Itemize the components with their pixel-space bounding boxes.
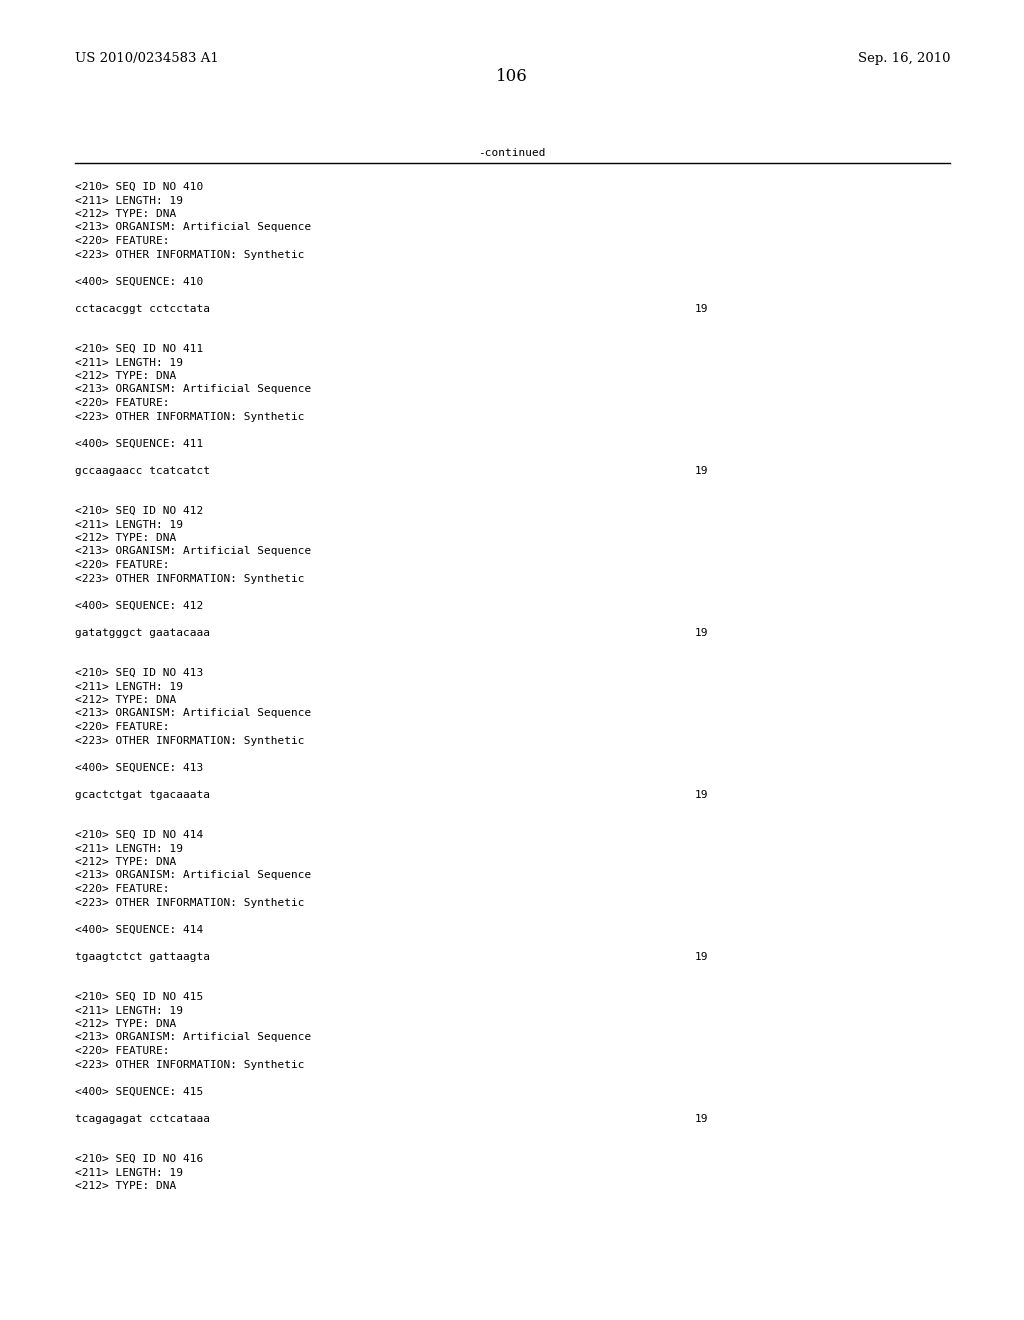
Text: <400> SEQUENCE: 414: <400> SEQUENCE: 414 xyxy=(75,924,203,935)
Text: -continued: -continued xyxy=(478,148,546,158)
Text: <220> FEATURE:: <220> FEATURE: xyxy=(75,236,170,246)
Text: <210> SEQ ID NO 412: <210> SEQ ID NO 412 xyxy=(75,506,203,516)
Text: <212> TYPE: DNA: <212> TYPE: DNA xyxy=(75,209,176,219)
Text: <211> LENGTH: 19: <211> LENGTH: 19 xyxy=(75,195,183,206)
Text: <400> SEQUENCE: 413: <400> SEQUENCE: 413 xyxy=(75,763,203,772)
Text: <212> TYPE: DNA: <212> TYPE: DNA xyxy=(75,1181,176,1191)
Text: 19: 19 xyxy=(695,627,709,638)
Text: <212> TYPE: DNA: <212> TYPE: DNA xyxy=(75,533,176,543)
Text: <220> FEATURE:: <220> FEATURE: xyxy=(75,560,170,570)
Text: 106: 106 xyxy=(496,69,528,84)
Text: <211> LENGTH: 19: <211> LENGTH: 19 xyxy=(75,1167,183,1177)
Text: <212> TYPE: DNA: <212> TYPE: DNA xyxy=(75,1019,176,1030)
Text: <213> ORGANISM: Artificial Sequence: <213> ORGANISM: Artificial Sequence xyxy=(75,546,311,557)
Text: <223> OTHER INFORMATION: Synthetic: <223> OTHER INFORMATION: Synthetic xyxy=(75,249,304,260)
Text: tgaagtctct gattaagta: tgaagtctct gattaagta xyxy=(75,952,210,961)
Text: <210> SEQ ID NO 411: <210> SEQ ID NO 411 xyxy=(75,345,203,354)
Text: <223> OTHER INFORMATION: Synthetic: <223> OTHER INFORMATION: Synthetic xyxy=(75,898,304,908)
Text: <400> SEQUENCE: 415: <400> SEQUENCE: 415 xyxy=(75,1086,203,1097)
Text: cctacacggt cctcctata: cctacacggt cctcctata xyxy=(75,304,210,314)
Text: <220> FEATURE:: <220> FEATURE: xyxy=(75,1045,170,1056)
Text: Sep. 16, 2010: Sep. 16, 2010 xyxy=(857,51,950,65)
Text: <210> SEQ ID NO 416: <210> SEQ ID NO 416 xyxy=(75,1154,203,1164)
Text: <210> SEQ ID NO 415: <210> SEQ ID NO 415 xyxy=(75,993,203,1002)
Text: <211> LENGTH: 19: <211> LENGTH: 19 xyxy=(75,681,183,692)
Text: US 2010/0234583 A1: US 2010/0234583 A1 xyxy=(75,51,219,65)
Text: 19: 19 xyxy=(695,789,709,800)
Text: 19: 19 xyxy=(695,304,709,314)
Text: <211> LENGTH: 19: <211> LENGTH: 19 xyxy=(75,1006,183,1015)
Text: <223> OTHER INFORMATION: Synthetic: <223> OTHER INFORMATION: Synthetic xyxy=(75,1060,304,1069)
Text: <212> TYPE: DNA: <212> TYPE: DNA xyxy=(75,371,176,381)
Text: 19: 19 xyxy=(695,952,709,961)
Text: <223> OTHER INFORMATION: Synthetic: <223> OTHER INFORMATION: Synthetic xyxy=(75,573,304,583)
Text: <211> LENGTH: 19: <211> LENGTH: 19 xyxy=(75,843,183,854)
Text: <212> TYPE: DNA: <212> TYPE: DNA xyxy=(75,696,176,705)
Text: <220> FEATURE:: <220> FEATURE: xyxy=(75,722,170,733)
Text: <210> SEQ ID NO 410: <210> SEQ ID NO 410 xyxy=(75,182,203,191)
Text: <223> OTHER INFORMATION: Synthetic: <223> OTHER INFORMATION: Synthetic xyxy=(75,735,304,746)
Text: <400> SEQUENCE: 412: <400> SEQUENCE: 412 xyxy=(75,601,203,610)
Text: <400> SEQUENCE: 410: <400> SEQUENCE: 410 xyxy=(75,276,203,286)
Text: tcagagagat cctcataaa: tcagagagat cctcataaa xyxy=(75,1114,210,1123)
Text: <213> ORGANISM: Artificial Sequence: <213> ORGANISM: Artificial Sequence xyxy=(75,223,311,232)
Text: gcactctgat tgacaaata: gcactctgat tgacaaata xyxy=(75,789,210,800)
Text: <211> LENGTH: 19: <211> LENGTH: 19 xyxy=(75,358,183,367)
Text: <400> SEQUENCE: 411: <400> SEQUENCE: 411 xyxy=(75,438,203,449)
Text: <212> TYPE: DNA: <212> TYPE: DNA xyxy=(75,857,176,867)
Text: 19: 19 xyxy=(695,466,709,475)
Text: <210> SEQ ID NO 414: <210> SEQ ID NO 414 xyxy=(75,830,203,840)
Text: <220> FEATURE:: <220> FEATURE: xyxy=(75,399,170,408)
Text: <210> SEQ ID NO 413: <210> SEQ ID NO 413 xyxy=(75,668,203,678)
Text: gccaagaacc tcatcatct: gccaagaacc tcatcatct xyxy=(75,466,210,475)
Text: <220> FEATURE:: <220> FEATURE: xyxy=(75,884,170,894)
Text: <213> ORGANISM: Artificial Sequence: <213> ORGANISM: Artificial Sequence xyxy=(75,384,311,395)
Text: <223> OTHER INFORMATION: Synthetic: <223> OTHER INFORMATION: Synthetic xyxy=(75,412,304,421)
Text: 19: 19 xyxy=(695,1114,709,1123)
Text: <213> ORGANISM: Artificial Sequence: <213> ORGANISM: Artificial Sequence xyxy=(75,709,311,718)
Text: <213> ORGANISM: Artificial Sequence: <213> ORGANISM: Artificial Sequence xyxy=(75,870,311,880)
Text: <211> LENGTH: 19: <211> LENGTH: 19 xyxy=(75,520,183,529)
Text: gatatgggct gaatacaaa: gatatgggct gaatacaaa xyxy=(75,627,210,638)
Text: <213> ORGANISM: Artificial Sequence: <213> ORGANISM: Artificial Sequence xyxy=(75,1032,311,1043)
